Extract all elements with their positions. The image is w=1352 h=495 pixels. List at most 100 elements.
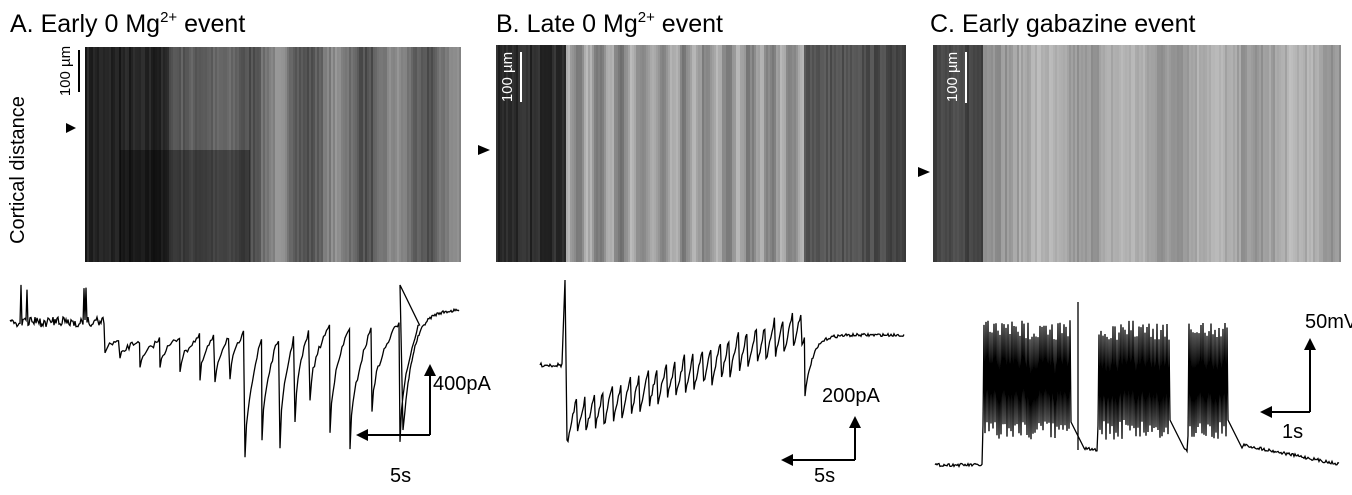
kymo-column	[975, 45, 977, 262]
kymo-column	[397, 47, 399, 262]
kymo-column	[1221, 45, 1223, 262]
kymo-column	[177, 47, 179, 262]
kymo-column	[514, 45, 516, 262]
kymo-column	[822, 45, 824, 262]
kymo-column	[1261, 45, 1263, 262]
kymo-column	[341, 47, 343, 262]
kymo-column	[1169, 45, 1171, 262]
kymo-column	[367, 47, 369, 262]
kymo-column	[305, 47, 307, 262]
kymo-column	[953, 45, 955, 262]
kymo-column	[85, 47, 87, 262]
kymo-column	[97, 47, 99, 262]
kymo-column	[1305, 45, 1307, 262]
kymo-column	[1029, 45, 1031, 262]
kymo-column	[1289, 45, 1291, 262]
kymo-column	[235, 47, 237, 262]
kymo-column	[205, 47, 207, 262]
kymo-column	[459, 47, 461, 262]
kymo-column	[736, 45, 738, 262]
kymo-column	[237, 47, 239, 262]
kymo-column	[618, 45, 620, 262]
kymo-column	[754, 45, 756, 262]
kymo-column	[806, 45, 808, 262]
kymo-column	[1189, 45, 1191, 262]
kymo-column	[1231, 45, 1233, 262]
kymo-column	[732, 45, 734, 262]
kymo-column	[173, 47, 175, 262]
kymo-column	[1209, 45, 1211, 262]
kymo-column	[498, 45, 500, 262]
kymo-column	[1113, 45, 1115, 262]
kymo-column	[253, 47, 255, 262]
kymo-column	[141, 47, 143, 262]
calibration-label: 1s	[1282, 421, 1303, 443]
kymo-column	[371, 47, 373, 262]
kymo-column	[510, 45, 512, 262]
kymo-column	[1311, 45, 1313, 262]
kymo-column	[706, 45, 708, 262]
kymo-column	[534, 45, 536, 262]
kymo-column	[227, 47, 229, 262]
kymo-column	[1119, 45, 1121, 262]
calibration-label: 5s	[814, 465, 835, 487]
kymo-column	[403, 47, 405, 262]
kymo-column	[586, 45, 588, 262]
kymo-column	[985, 45, 987, 262]
kymo-column	[880, 45, 882, 262]
kymo-column	[578, 45, 580, 262]
kymo-column	[311, 47, 313, 262]
kymo-column	[784, 45, 786, 262]
kymo-column	[868, 45, 870, 262]
kymo-column	[373, 47, 375, 262]
scale-label: 100 µm	[57, 46, 74, 96]
kymo-column	[439, 47, 441, 262]
kymo-column	[1021, 45, 1023, 262]
kymo-column	[417, 47, 419, 262]
kymo-column	[1075, 45, 1077, 262]
kymo-column	[449, 47, 451, 262]
kymo-column	[1155, 45, 1157, 262]
kymo-column	[574, 45, 576, 262]
kymographs	[85, 45, 1341, 262]
kymo-column	[137, 47, 139, 262]
kymo-column	[1179, 45, 1181, 262]
kymo-column	[848, 45, 850, 262]
scale-label: 100 µm	[944, 52, 961, 102]
kymo-column	[556, 45, 558, 262]
kymo-column	[810, 45, 812, 262]
kymo-column	[327, 47, 329, 262]
kymo-column	[1069, 45, 1071, 262]
kymo-column	[882, 45, 884, 262]
kymo-column	[900, 45, 902, 262]
kymo-column	[935, 45, 937, 262]
kymo-column	[1063, 45, 1065, 262]
kymo-column	[652, 45, 654, 262]
kymo-column	[959, 45, 961, 262]
kymo-column	[1131, 45, 1133, 262]
kymo-column	[850, 45, 852, 262]
kymo-column	[247, 47, 249, 262]
kymo-column	[257, 47, 259, 262]
kymo-column	[309, 47, 311, 262]
kymo-column	[654, 45, 656, 262]
kymo-column	[167, 47, 169, 262]
kymo-column	[816, 45, 818, 262]
kymo-column	[1103, 45, 1105, 262]
kymo-column	[325, 47, 327, 262]
kymo-column	[520, 45, 522, 262]
kymo-column	[864, 45, 866, 262]
kymo-column	[1017, 45, 1019, 262]
kymo-column	[125, 47, 127, 262]
kymo-column	[838, 45, 840, 262]
kymo-column	[778, 45, 780, 262]
kymo-column	[702, 45, 704, 262]
kymo-column	[772, 45, 774, 262]
kymo-column	[939, 45, 941, 262]
kymo-column	[1125, 45, 1127, 262]
kymo-column	[255, 47, 257, 262]
kymo-column	[1015, 45, 1017, 262]
kymo-column	[435, 47, 437, 262]
kymo-column	[265, 47, 267, 262]
kymo-column	[955, 45, 957, 262]
